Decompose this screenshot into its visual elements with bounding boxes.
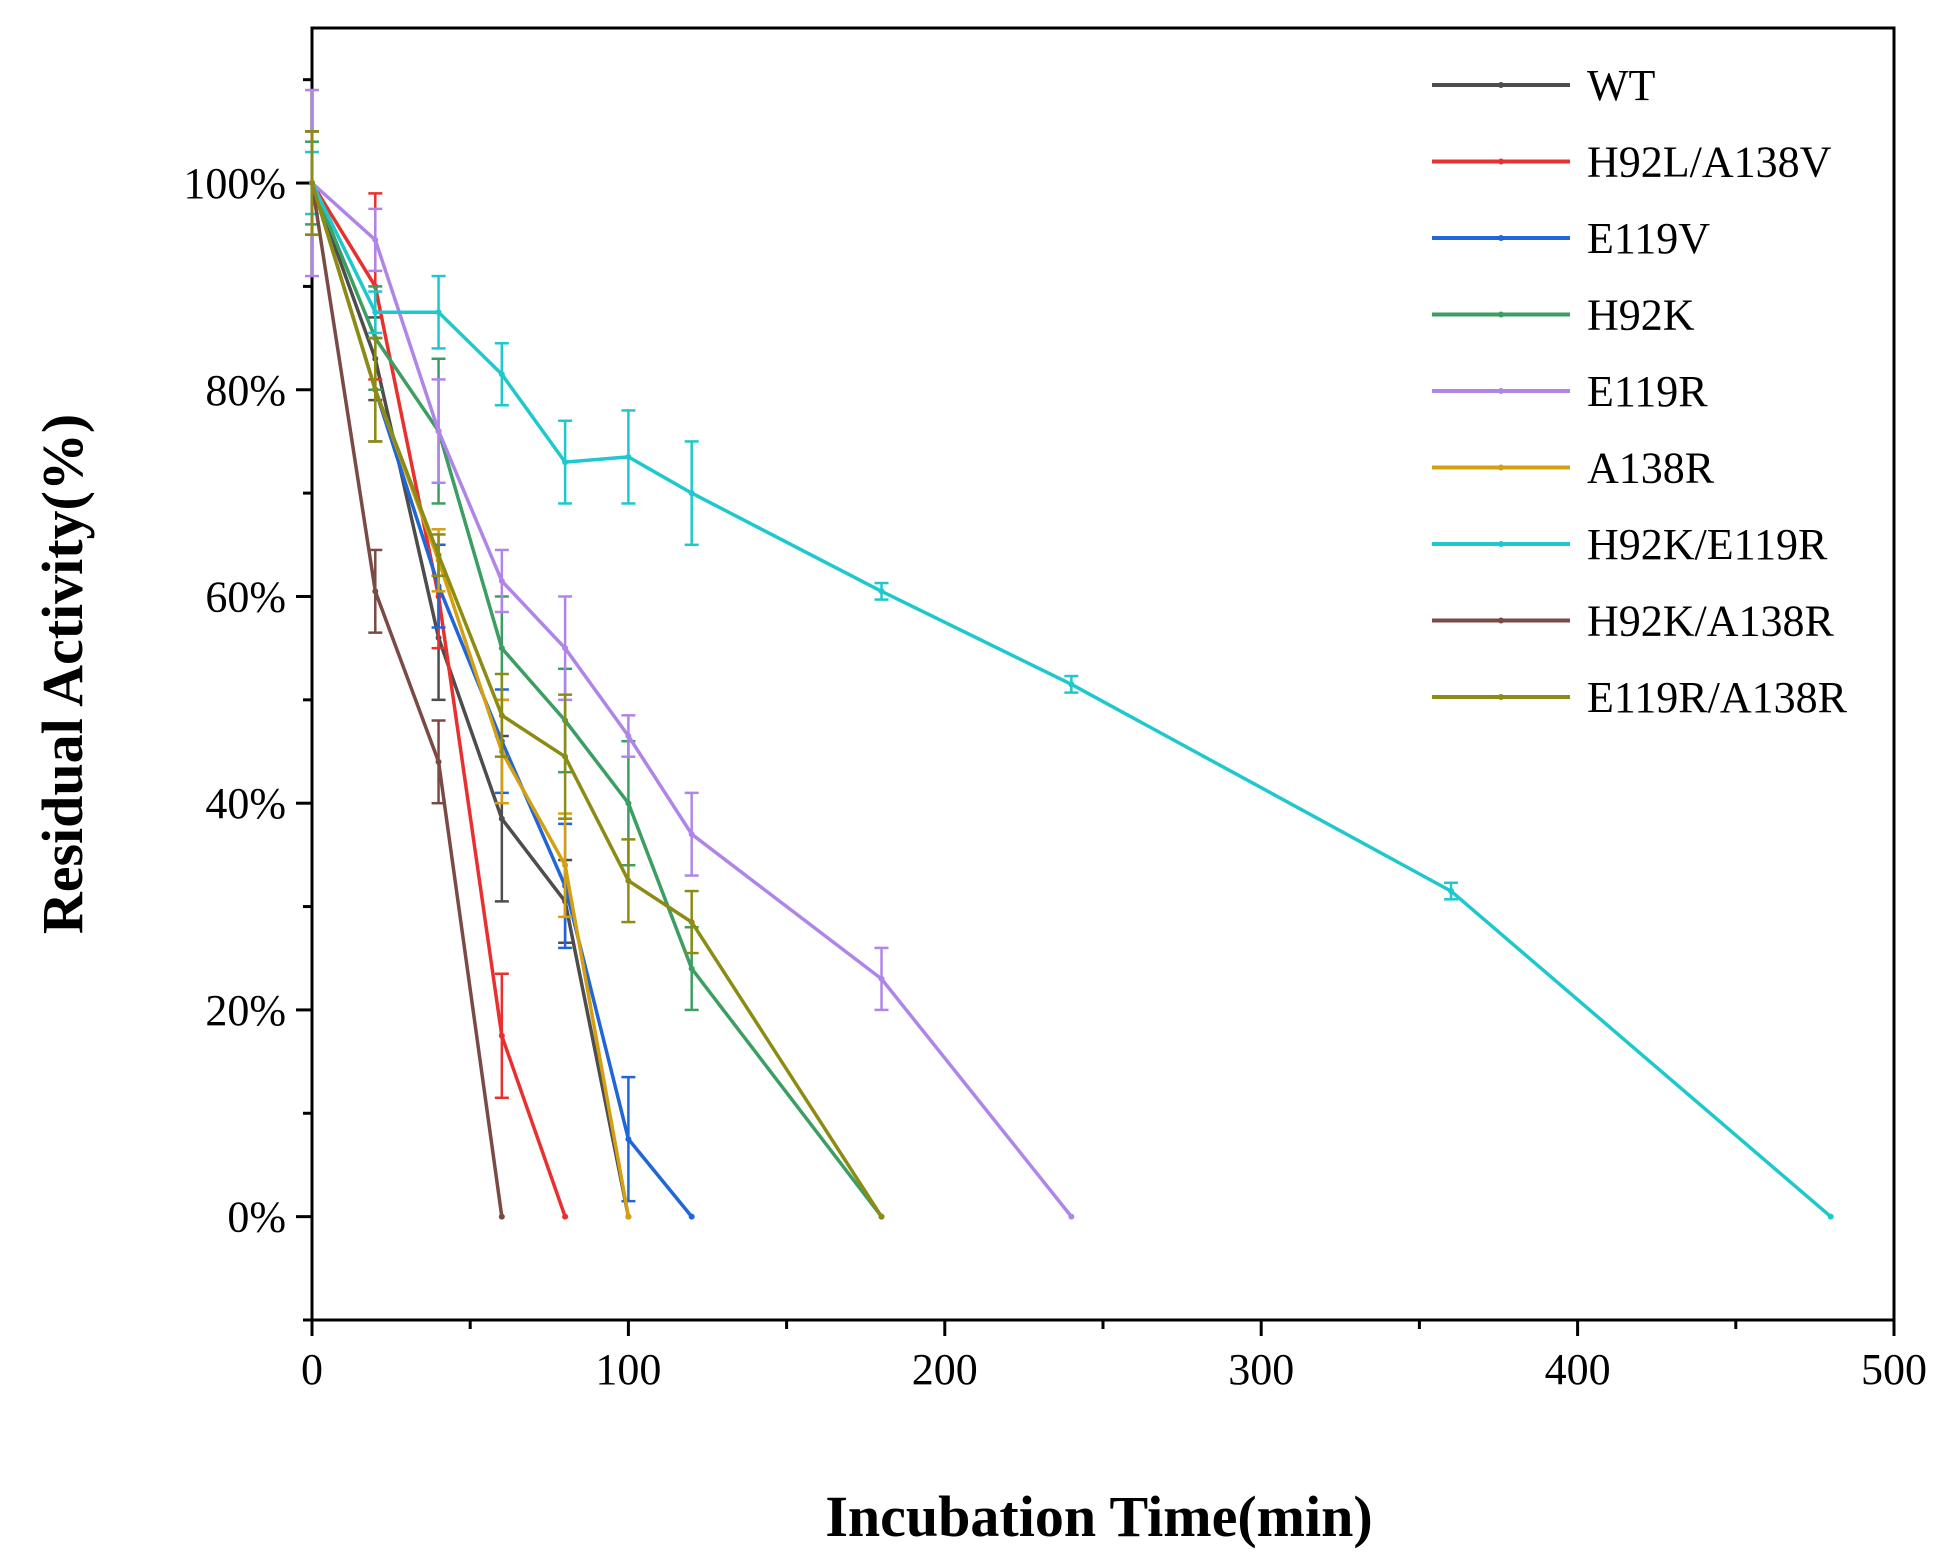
legend-marker — [1498, 311, 1504, 318]
data-point — [498, 645, 505, 652]
x-tick-label: 0 — [301, 1345, 323, 1394]
x-tick-label: 400 — [1545, 1345, 1611, 1394]
series-e119r — [305, 88, 1075, 1220]
legend-item-wt: WT — [1432, 61, 1656, 110]
legend-item-e119r-a138r: E119R/A138R — [1432, 673, 1848, 722]
series-line-h92k-a138r — [310, 182, 504, 1217]
legend: WT H92L/A138V E119V H92K E119R A138R H92K/E119… — [1432, 61, 1848, 722]
legend-item-h92k-e119r: H92K/E119R — [1432, 520, 1828, 569]
legend-marker — [1498, 694, 1504, 700]
data-point — [625, 1136, 632, 1143]
data-point — [625, 1213, 632, 1220]
y-axis-ticks: 0% 20% 40% 60% 80% 100% — [183, 78, 312, 1322]
data-point — [435, 552, 442, 559]
legend-item-h92l-a138v: H92L/A138V — [1432, 138, 1832, 187]
data-point — [435, 428, 442, 435]
legend-label: H92L/A138V — [1587, 138, 1832, 187]
x-tick-label: 500 — [1861, 1345, 1927, 1394]
data-point — [688, 965, 695, 972]
y-tick-label: 20% — [205, 986, 286, 1035]
data-point — [625, 800, 632, 807]
series-line-e119r-a138r — [310, 182, 883, 1218]
data-point — [688, 919, 695, 926]
series-line-e119r — [310, 181, 1073, 1218]
legend-label: A138R — [1587, 444, 1715, 493]
legend-label: E119V — [1587, 214, 1710, 263]
x-axis-ticks: 0 100 200 300 400 500 — [301, 1320, 1927, 1394]
series-e119v — [305, 130, 695, 1220]
data-point — [688, 490, 695, 497]
legend-marker — [1498, 235, 1504, 241]
data-point — [498, 712, 505, 719]
data-point — [688, 1213, 695, 1220]
legend-item-h92k-a138r: H92K/A138R — [1432, 597, 1835, 646]
legend-label: H92K/A138R — [1587, 597, 1835, 646]
data-point — [562, 862, 569, 869]
data-point — [562, 459, 569, 466]
data-point — [435, 309, 442, 316]
data-point — [498, 1032, 505, 1039]
data-point — [435, 758, 442, 765]
data-point — [498, 1213, 505, 1220]
data-point — [562, 753, 569, 760]
data-point — [309, 180, 315, 187]
legend-label: H92K — [1587, 291, 1695, 340]
data-point — [372, 386, 379, 393]
data-point — [625, 453, 632, 460]
legend-item-e119v: E119V — [1432, 214, 1710, 263]
x-tick-label: 300 — [1228, 1345, 1294, 1394]
y-tick-label: 100% — [183, 159, 286, 208]
data-point — [878, 1213, 885, 1220]
data-point — [878, 975, 885, 982]
data-point — [878, 588, 885, 595]
y-tick-label: 40% — [205, 779, 286, 828]
series-wt — [305, 130, 632, 1220]
legend-label: H92K/E119R — [1587, 520, 1828, 569]
series-h92k-e119r — [305, 150, 1834, 1220]
data-point — [372, 588, 379, 595]
series-line-wt — [310, 182, 631, 1217]
series-e119r-a138r — [305, 130, 885, 1220]
data-point — [1448, 888, 1455, 895]
legend-item-e119r: E119R — [1432, 367, 1708, 416]
legend-marker — [1498, 82, 1504, 88]
data-point — [625, 733, 632, 740]
data-point — [372, 236, 379, 243]
legend-marker — [1498, 464, 1504, 471]
data-point — [1827, 1213, 1834, 1220]
legend-item-h92k: H92K — [1432, 291, 1695, 340]
series-layer — [305, 88, 1834, 1220]
legend-marker — [1498, 158, 1504, 165]
x-axis-title: Incubation Time(min) — [825, 1484, 1372, 1549]
data-point — [1068, 681, 1075, 688]
y-tick-label: 0% — [227, 1193, 286, 1242]
data-point — [1068, 1213, 1075, 1220]
data-point — [688, 831, 695, 838]
y-tick-label: 80% — [205, 366, 286, 415]
data-point — [625, 877, 632, 884]
data-point — [498, 815, 505, 822]
legend-marker — [1498, 617, 1504, 624]
legend-label: E119R — [1587, 367, 1708, 416]
y-tick-label: 60% — [205, 572, 286, 621]
series-line-h92k — [310, 182, 883, 1218]
legend-marker — [1498, 388, 1504, 394]
data-point — [562, 1213, 569, 1220]
data-point — [498, 577, 505, 584]
y-axis-title: Residual Activity(%) — [30, 414, 95, 934]
legend-marker — [1498, 541, 1504, 547]
data-point — [498, 371, 505, 378]
x-tick-label: 200 — [912, 1345, 978, 1394]
legend-label: WT — [1587, 61, 1656, 110]
legend-item-a138r: A138R — [1432, 444, 1715, 493]
legend-label: E119R/A138R — [1587, 673, 1848, 722]
data-point — [372, 309, 379, 316]
data-point — [562, 645, 569, 652]
x-tick-label: 100 — [595, 1345, 661, 1394]
